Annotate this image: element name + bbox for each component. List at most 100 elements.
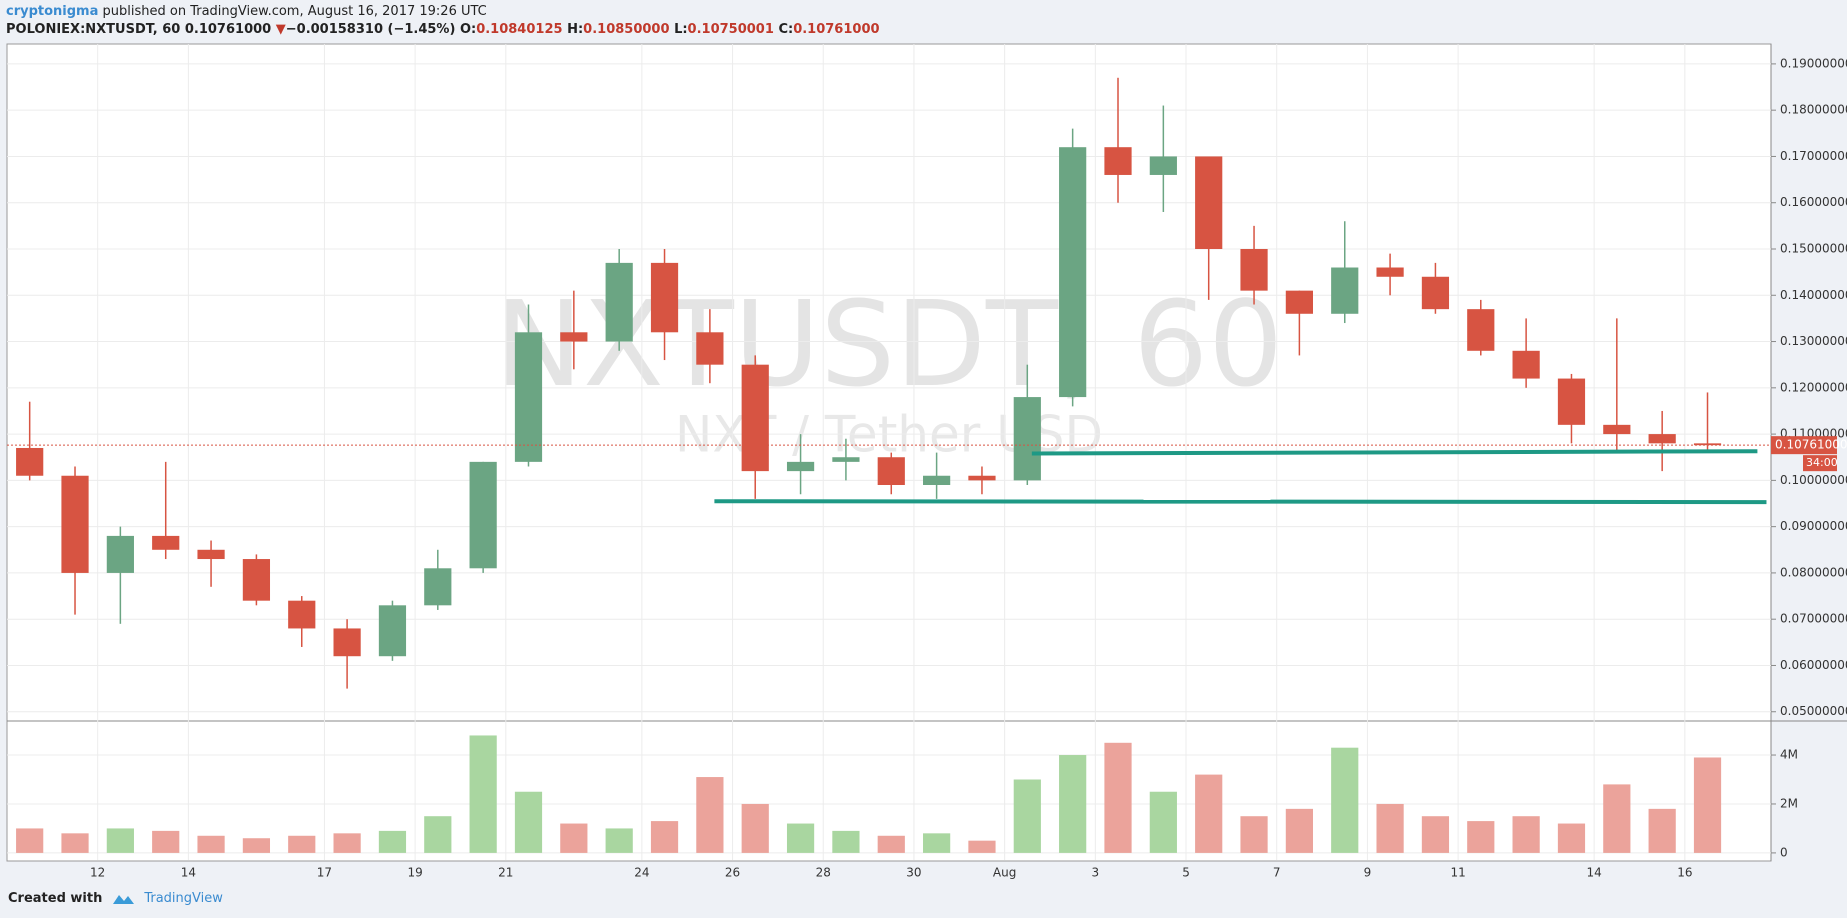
logo xyxy=(113,895,135,904)
x-tick-label: 14 xyxy=(181,866,196,880)
volume-bar xyxy=(514,791,543,853)
x-tick-label: 30 xyxy=(906,866,921,880)
volume-bar xyxy=(786,823,815,853)
last: 0.10761000 xyxy=(184,22,272,37)
candle-body xyxy=(514,332,543,462)
header: cryptonigma published on TradingView.com… xyxy=(6,3,880,39)
volume-bar xyxy=(152,830,180,853)
candle-body xyxy=(923,475,951,485)
candle-body xyxy=(786,461,815,472)
candle-body xyxy=(832,457,860,462)
candle-body xyxy=(1149,156,1177,175)
candle-body xyxy=(106,535,134,573)
volume-bar xyxy=(1240,816,1268,853)
volume-bar xyxy=(1376,803,1404,853)
y-tick-label: 0.07000000 xyxy=(1780,612,1847,626)
y-tick-label: 0.14000000 xyxy=(1780,288,1847,302)
l-label: L: xyxy=(674,22,688,37)
volume-bar xyxy=(1104,742,1132,853)
brand[interactable]: TradingView xyxy=(144,890,223,906)
volume-tick-label: 2M xyxy=(1780,796,1798,810)
candle-body xyxy=(1376,267,1404,277)
x-tick-label: 12 xyxy=(90,866,105,880)
volume-bar xyxy=(469,735,497,853)
o: 0.10840125 xyxy=(476,22,563,37)
header-line: POLONIEX:NXTUSDT, 60 0.10761000 ▼−0.0015… xyxy=(6,21,880,39)
candle-body xyxy=(741,364,769,472)
candle-body xyxy=(1331,267,1359,314)
footer: Created with TradingView xyxy=(8,890,223,906)
candle-body xyxy=(696,332,724,365)
x-tick-label: 3 xyxy=(1092,866,1100,880)
candle-body xyxy=(1104,147,1132,175)
y-tick-label: 0.17000000 xyxy=(1780,149,1847,163)
published: published on TradingView.com, August 16,… xyxy=(102,4,487,19)
volume-bar xyxy=(650,821,679,853)
candle-body xyxy=(605,262,633,342)
volume-bar xyxy=(832,830,860,853)
countdown-label: 34:00 xyxy=(1806,456,1838,469)
volume-bar xyxy=(1648,808,1676,853)
volume-bar xyxy=(1149,791,1177,853)
candle-body xyxy=(1421,276,1450,310)
l: 0.10750001 xyxy=(687,22,774,37)
volume-bar xyxy=(1331,747,1359,853)
x-tick-label: 14 xyxy=(1587,866,1602,880)
y-tick-label: 0.16000000 xyxy=(1780,195,1847,209)
candle-body xyxy=(424,568,452,606)
volume-bar xyxy=(1421,816,1450,853)
x-tick-label: 19 xyxy=(407,866,422,880)
volume-bar xyxy=(1557,823,1586,853)
h: 0.10850000 xyxy=(583,22,670,37)
x-tick-label: 24 xyxy=(634,866,649,880)
author[interactable]: cryptonigma xyxy=(6,4,99,19)
candle-body xyxy=(1693,443,1722,446)
candle-body xyxy=(968,475,996,481)
countdown-box xyxy=(1803,455,1837,472)
candle-body xyxy=(1557,378,1586,425)
candle-body xyxy=(197,549,225,560)
x-tick-label: 16 xyxy=(1677,866,1692,880)
volume-bar xyxy=(424,816,452,853)
candle-body xyxy=(288,600,316,629)
candle-body xyxy=(333,628,361,657)
volume-bar xyxy=(1013,779,1041,853)
volume-bar xyxy=(288,835,316,853)
y-tick-label: 0.15000000 xyxy=(1780,241,1847,255)
candle-body xyxy=(1512,350,1540,379)
volume-bar xyxy=(877,835,905,853)
volume-bar xyxy=(1512,816,1540,853)
volume-bar xyxy=(968,840,996,853)
candle-body xyxy=(16,447,44,476)
x-tick-label: 28 xyxy=(816,866,831,880)
last-price-label: 0.10761000 xyxy=(1775,438,1847,452)
candle-body xyxy=(1603,424,1631,435)
volume-bar xyxy=(1285,808,1313,853)
c: 0.10761000 xyxy=(793,22,880,37)
header-line: cryptonigma published on TradingView.com… xyxy=(6,3,880,21)
volume-bar xyxy=(696,777,724,853)
candle-body xyxy=(61,475,89,573)
volume-bar xyxy=(605,828,633,853)
candle-body xyxy=(877,457,905,485)
volume-bar xyxy=(1059,755,1087,853)
volume-bar xyxy=(1467,821,1495,853)
change: −0.00158310 (−1.45%) xyxy=(285,22,456,37)
candle-body xyxy=(469,461,497,569)
volume-bar xyxy=(106,828,134,853)
volume-bar xyxy=(923,833,951,853)
candle-body xyxy=(1195,156,1223,249)
candle-body xyxy=(1013,397,1041,481)
x-tick-label: 9 xyxy=(1364,866,1372,880)
volume-bar xyxy=(16,828,44,853)
candle-body xyxy=(1648,434,1676,444)
trendline xyxy=(714,499,1767,505)
volume-tick-label: 0 xyxy=(1780,845,1788,859)
symbol: POLONIEX:NXTUSDT, 60 xyxy=(6,22,181,37)
candle-body xyxy=(1240,248,1268,291)
volume-bar xyxy=(1603,784,1631,853)
y-tick-label: 0.09000000 xyxy=(1780,519,1847,533)
candle-body xyxy=(242,559,271,601)
